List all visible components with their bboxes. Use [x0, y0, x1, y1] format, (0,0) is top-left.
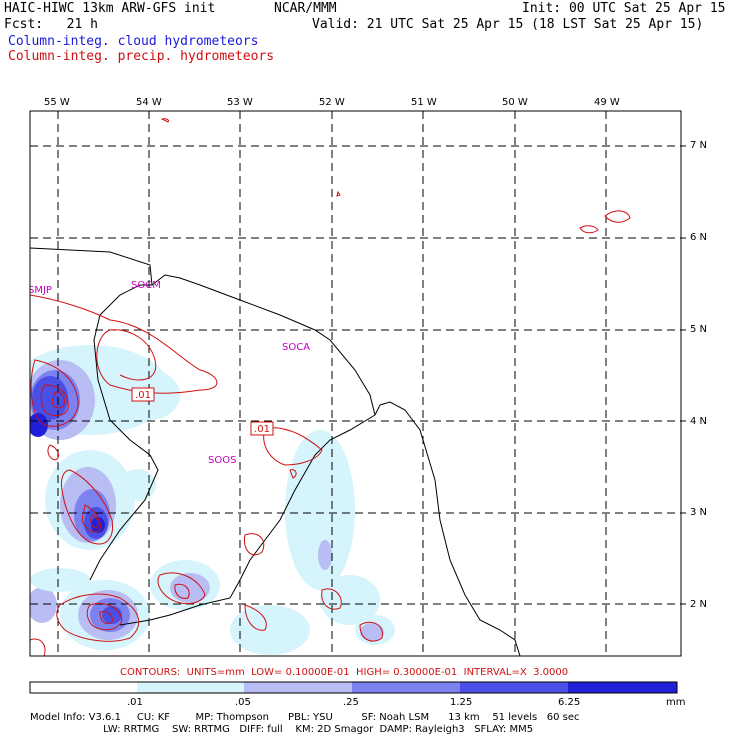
lon-label: 49 W	[594, 97, 620, 108]
precip-contours	[30, 118, 631, 656]
forecast-hour: Fcst: 21 h	[4, 17, 98, 32]
contour-label: .01	[135, 390, 151, 401]
lon-label: 52 W	[319, 97, 345, 108]
lon-label: 54 W	[136, 97, 162, 108]
lon-label: 55 W	[44, 97, 70, 108]
contour-label: .01	[254, 424, 270, 435]
station-label: SOCM	[131, 280, 161, 291]
colorbar-label: 1.25	[450, 697, 473, 708]
contours-info: CONTOURS: UNITS=mm LOW= 0.10000E-01 HIGH…	[120, 667, 569, 678]
colorbar-label: .05	[235, 697, 251, 708]
colorbar-label: .25	[343, 697, 359, 708]
contour-labels: .01 .01	[131, 387, 274, 436]
lon-label: 53 W	[227, 97, 253, 108]
station-labels: SMJP SOCM SOCA SOOS	[28, 280, 310, 466]
model-info-line1: Model Info: V3.6.1 CU: KF MP: Thompson P…	[30, 712, 580, 723]
lat-label: 7 N	[690, 140, 708, 151]
lat-lon-grid	[30, 111, 681, 656]
colorbar-units: mm	[666, 697, 686, 708]
colorbar-label: .01	[127, 697, 143, 708]
lat-ticks	[681, 145, 686, 605]
lat-label: 4 N	[690, 416, 708, 427]
model-title: HAIC-HIWC 13km ARW-GFS init	[4, 1, 216, 16]
colorbar-label: 6.25	[558, 697, 581, 708]
colorbar	[29, 681, 678, 694]
lon-label: 50 W	[502, 97, 528, 108]
valid-time: Valid: 21 UTC Sat 25 Apr 15 (18 LST Sat …	[312, 17, 704, 32]
legend-precip: Column-integ. precip. hydrometeors	[8, 49, 275, 64]
organization: NCAR/MMM	[274, 1, 337, 16]
station-label: SOCA	[282, 342, 310, 353]
init-time: Init: 00 UTC Sat 25 Apr 15	[522, 1, 726, 16]
station-label: SMJP	[28, 285, 52, 296]
coastline-borders	[30, 247, 521, 656]
legend-cloud: Column-integ. cloud hydrometeors	[8, 34, 259, 49]
station-label: SOOS	[208, 455, 236, 466]
lon-label: 51 W	[411, 97, 437, 108]
lat-label: 5 N	[690, 324, 708, 335]
model-info-line2: LW: RRTMG SW: RRTMG DIFF: full KM: 2D Sm…	[30, 724, 534, 735]
map-frame	[29, 110, 682, 657]
lat-label: 6 N	[690, 232, 708, 243]
lat-label: 3 N	[690, 507, 708, 518]
lat-label: 2 N	[690, 599, 708, 610]
